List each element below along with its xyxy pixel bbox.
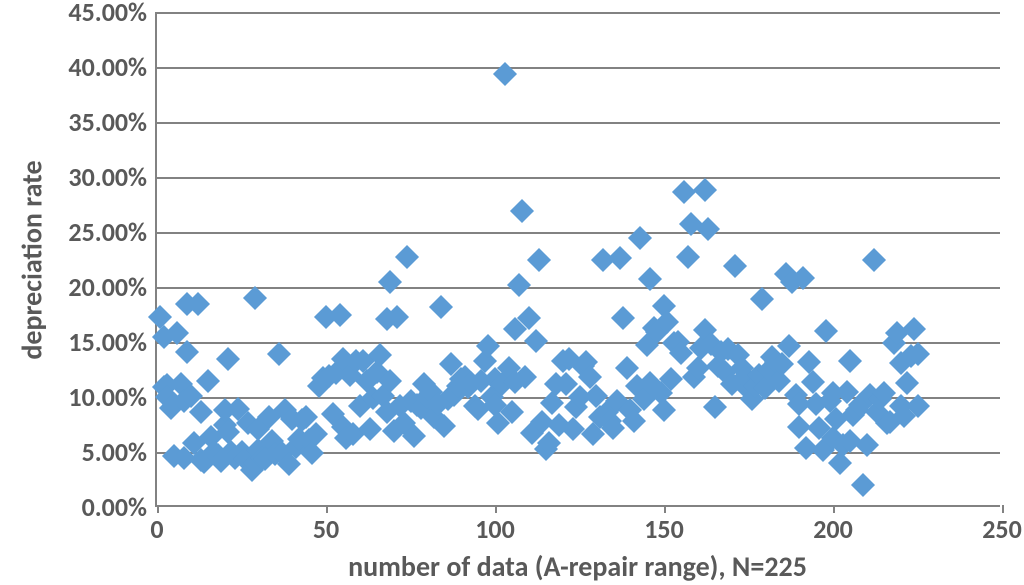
gridline-horizontal [157,287,1000,289]
y-tick-label: 45.00% [68,0,157,28]
data-point [652,398,676,422]
y-tick-label: 35.00% [68,106,157,138]
data-point [493,62,517,86]
y-axis-label: depreciation rate [15,160,50,359]
y-tick-label: 0.00% [82,491,157,523]
y-tick-label: 20.00% [68,271,157,303]
data-point [723,254,747,278]
data-point [814,319,838,343]
x-tick-label: 200 [813,505,853,545]
data-point [267,342,291,366]
data-point [510,199,534,223]
data-point [838,349,862,373]
gridline-horizontal [157,12,1000,14]
data-point [216,346,240,370]
data-point [902,317,926,341]
plot-area: 0.00%5.00%10.00%15.00%20.00%25.00%30.00%… [155,12,1000,507]
data-point [608,246,632,270]
data-point [243,286,267,310]
data-point [429,295,453,319]
data-point [196,368,220,392]
gridline-horizontal [157,177,1000,179]
gridline-horizontal [157,67,1000,69]
x-axis-label: number of data (A-repair range), N=225 [348,549,807,584]
y-tick-label: 10.00% [68,381,157,413]
data-point [801,370,825,394]
data-point [895,371,919,395]
y-tick-label: 25.00% [68,216,157,248]
data-point [395,245,419,269]
data-point [797,350,821,374]
x-tick-label: 250 [982,505,1022,545]
gridline-horizontal [157,342,1000,344]
data-point [862,247,886,271]
data-point [676,245,700,269]
x-tick-label: 100 [475,505,515,545]
data-point [378,269,402,293]
data-point [524,329,548,353]
data-point [851,473,875,497]
x-tick-label: 150 [644,505,684,545]
data-point [628,225,652,249]
data-point [527,247,551,271]
gridline-horizontal [157,232,1000,234]
y-tick-label: 40.00% [68,51,157,83]
y-tick-label: 15.00% [68,326,157,358]
data-point [540,390,564,414]
data-point [611,306,635,330]
data-point [507,273,531,297]
y-tick-label: 5.00% [82,436,157,468]
data-point [750,287,774,311]
y-tick-label: 30.00% [68,161,157,193]
x-tick-label: 0 [150,505,163,545]
gridline-horizontal [157,122,1000,124]
chart-container: 0.00% 5.00% 10.00% 15.00% 20.00% 25.00% 30.00%… [0,0,1024,585]
data-point [672,180,696,204]
data-point [693,178,717,202]
x-tick-label: 50 [313,505,339,545]
